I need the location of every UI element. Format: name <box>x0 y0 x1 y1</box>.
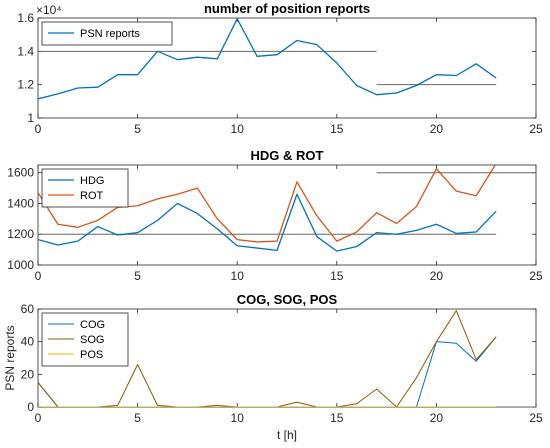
x-tick-label: 5 <box>134 411 141 425</box>
y-tick-label: 0 <box>27 400 34 414</box>
chart-title: HDG & ROT <box>251 148 324 163</box>
x-tick-label: 0 <box>35 122 42 136</box>
legend-label: SOG <box>80 334 104 346</box>
y-tick-label: 1000 <box>7 258 34 272</box>
series-line-sog <box>38 310 497 407</box>
legend: PSN reports <box>41 21 173 46</box>
chart-title: number of position reports <box>204 1 370 16</box>
series-line-rot <box>38 165 496 243</box>
y-tick-label: 1 <box>27 111 34 125</box>
x-tick-label: 25 <box>529 269 543 283</box>
plot-content <box>38 18 497 100</box>
legend-box <box>41 21 173 46</box>
series-line-psn-reports <box>38 18 497 100</box>
legend-label: HDG <box>80 175 104 187</box>
x-tick-label: 5 <box>134 122 141 136</box>
y-tick-label: 60 <box>21 302 35 316</box>
y-tick-label: 1200 <box>7 227 34 241</box>
y-tick-label: 20 <box>21 367 35 381</box>
series-line-hdg <box>38 193 497 252</box>
legend-label: POS <box>80 349 103 361</box>
legend-label: COG <box>80 319 105 331</box>
x-tick-label: 20 <box>430 411 444 425</box>
legend-box <box>41 168 129 208</box>
x-axis-label: t [h] <box>277 428 297 442</box>
x-tick-label: 10 <box>231 411 245 425</box>
y-tick-label: 1.6 <box>17 11 34 25</box>
x-tick-label: 10 <box>231 122 245 136</box>
x-tick-label: 15 <box>330 122 344 136</box>
x-tick-label: 10 <box>231 269 245 283</box>
x-tick-label: 25 <box>529 411 543 425</box>
y-tick-label: 1.2 <box>17 78 34 92</box>
legend: HDG ROT <box>41 168 129 208</box>
x-tick-label: 15 <box>330 411 344 425</box>
x-tick-label: 20 <box>430 122 444 136</box>
chart-panel-3: 0 5 10 15 20 25 0 20 40 60 COG, SOG, POS PSN report… <box>3 292 543 442</box>
y-tick-label: 1.4 <box>17 44 34 58</box>
plot-content <box>38 310 536 407</box>
y-tick-label: 1400 <box>7 196 34 210</box>
chart-panel-1: 0 5 10 15 20 25 1 1.2 1.4 1.6×10⁴ number of positi… <box>17 1 543 136</box>
plot-content <box>38 165 536 252</box>
x-tick-label: 25 <box>529 122 543 136</box>
chart-panel-2: 0 5 10 15 20 25 1000 1200 1400 1600 HDG & ROT HDG RO… <box>7 148 543 283</box>
chart-title: COG, SOG, POS <box>237 292 338 307</box>
y-tick-label: 1600 <box>7 166 34 180</box>
legend-label: ROT <box>80 190 104 202</box>
x-tick-label: 5 <box>134 269 141 283</box>
legend: COG SOG POS <box>41 312 129 367</box>
legend-label: PSN reports <box>80 28 140 40</box>
x-tick-label: 15 <box>330 269 344 283</box>
y-tick-label: 40 <box>21 335 35 349</box>
series-line-cog <box>38 336 497 407</box>
x-tick-label: 0 <box>35 269 42 283</box>
y-axis-label: PSN reports <box>3 325 17 390</box>
x-tick-label: 0 <box>35 411 42 425</box>
y-exponent-label: ×10⁴ <box>36 3 62 17</box>
x-tick-label: 20 <box>430 269 444 283</box>
